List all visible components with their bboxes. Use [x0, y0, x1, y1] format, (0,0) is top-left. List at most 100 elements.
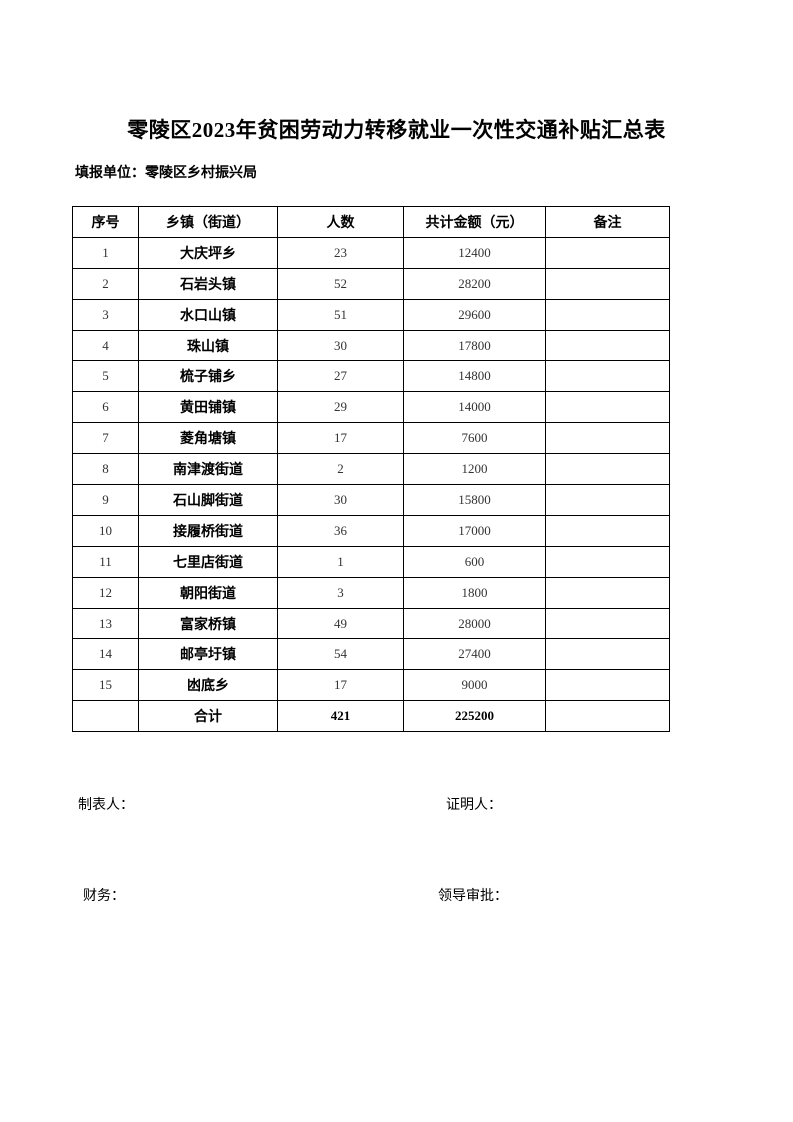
- header-col-remarks: 备注: [545, 206, 670, 238]
- cell-col-township: 凼底乡: [138, 669, 278, 702]
- table-row: 9 石山脚街道 30 15800: [72, 484, 670, 516]
- cell-col-amount: 29600: [403, 298, 546, 331]
- cell-col-township: 大庆坪乡: [138, 236, 278, 269]
- cell-col-remarks: [545, 576, 670, 609]
- witness-label: 证明人：: [446, 798, 502, 813]
- table-row: 7 菱角塘镇 17 7600: [72, 422, 670, 455]
- table-row: 8 南津渡街道 2 1200: [72, 453, 670, 486]
- cell-col-people: 30: [277, 329, 404, 362]
- cell-col-index: 5: [72, 360, 139, 393]
- cell-col-people: 23: [277, 236, 404, 269]
- cell-col-index: 7: [72, 422, 139, 455]
- cell-col-amount: 27400: [403, 638, 546, 671]
- header-col-index: 序号: [72, 206, 139, 238]
- cell-col-people: 3: [277, 576, 404, 609]
- cell-col-index: 14: [72, 638, 139, 671]
- total-row: 合计 421 225200: [72, 700, 670, 733]
- header-col-township: 乡镇（街道）: [138, 206, 278, 238]
- cell-col-amount: 17800: [403, 329, 546, 362]
- cell-col-remarks: [545, 484, 670, 516]
- cell-col-people: 27: [277, 360, 404, 393]
- cell-col-township: 梳子铺乡: [138, 360, 278, 393]
- cell-col-remarks: [545, 422, 670, 455]
- cell-col-remarks: [545, 607, 670, 640]
- cell-col-township: 黄田铺镇: [138, 391, 278, 424]
- cell-col-amount: 1200: [403, 453, 546, 486]
- table-row: 5 梳子铺乡 27 14800: [72, 360, 670, 393]
- cell-col-index: 6: [72, 391, 139, 424]
- cell-col-remarks: [545, 638, 670, 671]
- reporting-unit: 填报单位：零陵区乡村振兴局: [75, 166, 257, 181]
- cell-col-people: 421: [277, 700, 404, 733]
- cell-col-index: 13: [72, 607, 139, 640]
- cell-col-remarks: [545, 360, 670, 393]
- approval-label: 领导审批：: [438, 889, 508, 904]
- cell-col-people: 29: [277, 391, 404, 424]
- cell-col-remarks: [545, 545, 670, 578]
- table-row: 6 黄田铺镇 29 14000: [72, 391, 670, 424]
- cell-col-amount: 7600: [403, 422, 546, 455]
- cell-col-township: 石岩头镇: [138, 267, 278, 300]
- table-row: 12 朝阳街道 3 1800: [72, 576, 670, 609]
- cell-col-township: 富家桥镇: [138, 607, 278, 640]
- cell-col-remarks: [545, 298, 670, 331]
- cell-col-amount: 9000: [403, 669, 546, 702]
- cell-col-index: 8: [72, 453, 139, 486]
- preparer-label: 制表人：: [78, 798, 134, 813]
- table-row: 15 凼底乡 17 9000: [72, 669, 670, 702]
- table-row: 2 石岩头镇 52 28200: [72, 267, 670, 300]
- cell-col-township: 合计: [138, 700, 278, 733]
- cell-col-remarks: [545, 391, 670, 424]
- cell-col-remarks: [545, 514, 670, 547]
- cell-col-index: 15: [72, 669, 139, 702]
- cell-col-township: 菱角塘镇: [138, 422, 278, 455]
- cell-col-township: 接履桥街道: [138, 514, 278, 547]
- cell-col-people: 30: [277, 484, 404, 516]
- cell-col-amount: 14000: [403, 391, 546, 424]
- cell-col-township: 七里店街道: [138, 545, 278, 578]
- cell-col-index: 1: [72, 236, 139, 269]
- cell-col-township: 水口山镇: [138, 298, 278, 331]
- table-row: 13 富家桥镇 49 28000: [72, 607, 670, 640]
- cell-col-people: 52: [277, 267, 404, 300]
- cell-col-amount: 17000: [403, 514, 546, 547]
- subsidy-summary-table: 序号 乡镇（街道） 人数 共计金额（元） 备注 1 大庆坪乡 23 12400 2 石岩头镇 52 2…: [72, 206, 670, 733]
- cell-col-index: 9: [72, 484, 139, 516]
- finance-label: 财务：: [83, 889, 125, 904]
- table-row: 10 接履桥街道 36 17000: [72, 514, 670, 547]
- cell-col-index: 2: [72, 267, 139, 300]
- document-title: 零陵区2023年贫困劳动力转移就业一次性交通补贴汇总表: [127, 118, 666, 142]
- cell-col-remarks: [545, 236, 670, 269]
- cell-col-remarks: [545, 700, 670, 733]
- cell-col-index: 11: [72, 545, 139, 578]
- cell-col-remarks: [545, 267, 670, 300]
- cell-col-township: 南津渡街道: [138, 453, 278, 486]
- cell-col-remarks: [545, 329, 670, 362]
- cell-col-people: 17: [277, 422, 404, 455]
- cell-col-amount: 12400: [403, 236, 546, 269]
- table-row: 11 七里店街道 1 600: [72, 545, 670, 578]
- table-row: 1 大庆坪乡 23 12400: [72, 236, 670, 269]
- header-col-people: 人数: [277, 206, 404, 238]
- cell-col-amount: 14800: [403, 360, 546, 393]
- cell-col-people: 49: [277, 607, 404, 640]
- cell-col-people: 1: [277, 545, 404, 578]
- cell-col-people: 2: [277, 453, 404, 486]
- cell-col-people: 36: [277, 514, 404, 547]
- cell-col-index: 12: [72, 576, 139, 609]
- cell-col-amount: 225200: [403, 700, 546, 733]
- cell-col-township: 珠山镇: [138, 329, 278, 362]
- cell-col-index: 3: [72, 298, 139, 331]
- cell-col-township: 朝阳街道: [138, 576, 278, 609]
- cell-col-remarks: [545, 453, 670, 486]
- cell-col-index: 10: [72, 514, 139, 547]
- cell-col-amount: 600: [403, 545, 546, 578]
- table-row: 3 水口山镇 51 29600: [72, 298, 670, 331]
- cell-col-amount: 15800: [403, 484, 546, 516]
- table-header-row: 序号 乡镇（街道） 人数 共计金额（元） 备注: [72, 206, 670, 238]
- cell-col-people: 51: [277, 298, 404, 331]
- cell-col-people: 54: [277, 638, 404, 671]
- cell-col-amount: 1800: [403, 576, 546, 609]
- cell-col-index: [72, 700, 139, 733]
- header-col-amount: 共计金额（元）: [403, 206, 546, 238]
